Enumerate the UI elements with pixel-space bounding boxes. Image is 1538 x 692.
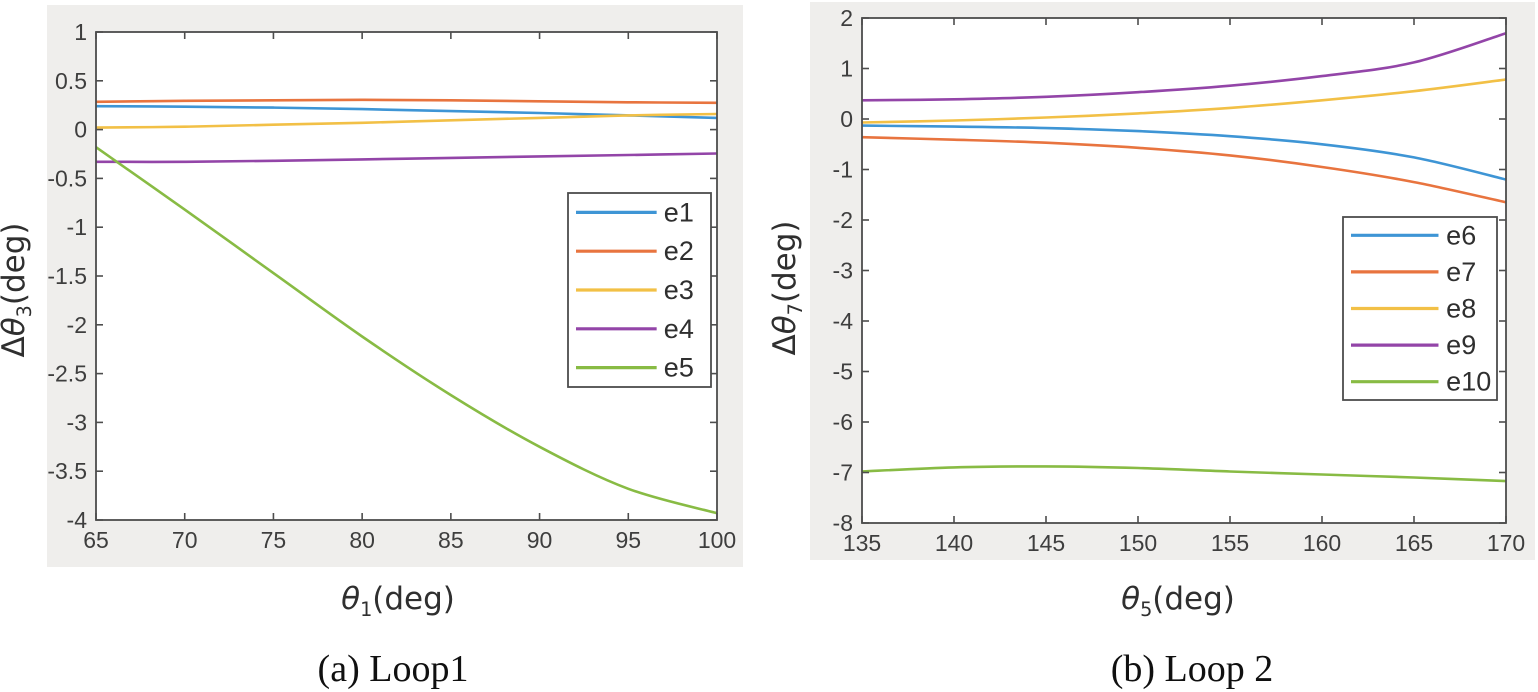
series-line-e6 [862,124,1506,181]
x-tick-label: 85 [438,527,464,553]
x-axis-label-loop1: θ1(deg) [341,580,455,622]
caption-loop2: (b) Loop 2 [1110,648,1274,690]
y-tick-label: -3.5 [47,458,87,484]
chart-svg-loop1: 65 70 75 80 85 90 95 100 -4 -3.5 -3 -2.5 -2 -1.5 -1 -0.… [47,19,736,553]
y-axis-label-loop1: Δθ3(deg) [0,222,36,357]
legend-label-e3: e3 [664,275,694,305]
x-tick-label: 95 [615,527,641,553]
y-tick-label: -1 [67,214,87,240]
subscript: 7 [784,303,808,316]
y-tick-label: 1 [840,56,853,82]
legend-label-e6: e6 [1446,220,1476,250]
series-group [96,98,717,515]
legend-label-e1: e1 [664,197,694,227]
x-axis-label-loop2: θ5(deg) [1121,580,1235,622]
y-tick-label: -2 [67,312,87,338]
y-tick-label: -1.5 [47,263,87,289]
x-tick-label: 155 [1211,530,1249,556]
theta-symbol: θ [341,580,361,617]
series-line-e8 [862,78,1506,124]
x-tick-label: 140 [935,530,973,556]
legend-label-e10: e10 [1446,367,1491,397]
legend-label-e2: e2 [664,236,694,266]
series-group [862,31,1506,483]
x-tick-label: 165 [1395,530,1433,556]
y-tick-label: 1 [74,19,87,45]
x-tick-label: 70 [172,527,198,553]
y-tick-label: -6 [833,409,853,435]
y-tick-label: -4 [67,507,88,533]
x-tick-label: 100 [698,527,736,553]
legend-label-e8: e8 [1446,294,1476,324]
y-tick-label: 0 [840,106,853,132]
y-tick-label: 0 [74,117,87,143]
y-tick-label: -7 [833,460,853,486]
y-tick-label: -2 [833,207,853,233]
y-tick-label: -5 [833,359,853,385]
x-tick-label: 160 [1303,530,1341,556]
legend-label-e4: e4 [664,314,694,344]
series-line-e7 [862,135,1506,204]
subscript: 5 [1140,598,1153,622]
series-line-e4 [96,152,717,164]
y-axis-label-loop2: Δθ7(deg) [766,220,808,356]
series-line-e10 [862,465,1506,483]
y-tick-label: -0.5 [47,165,87,191]
x-tick-label: 65 [83,527,109,553]
y-tick-label: -4 [833,308,854,334]
chart-svg-loop2: 135 140 145 150 155 160 165 170 -8 -7 -6 -5 -4 -3 -2 -1… [833,5,1526,556]
series-line-e9 [862,31,1506,102]
legend-label-e5: e5 [664,353,694,383]
theta-symbol: θ [1121,580,1141,617]
x-tick-label: 75 [261,527,287,553]
legend-label-e7: e7 [1446,257,1476,287]
x-tick-label: 170 [1487,530,1525,556]
y-tick-label: 2 [840,5,853,31]
y-tick-label: 0.5 [55,68,87,94]
x-tick-label: 145 [1027,530,1065,556]
theta-symbol: θ [0,317,32,336]
caption-loop1: (a) Loop1 [317,648,469,690]
y-tick-label: -2.5 [47,361,87,387]
series-line-e2 [96,98,717,105]
x-tick-label: 135 [843,530,881,556]
series-line-e3 [96,112,717,129]
y-tick-label: -8 [833,510,853,536]
theta-symbol: θ [766,315,803,335]
y-tick-label: -3 [67,409,87,435]
subscript: 1 [360,598,373,622]
y-tick-label: -3 [833,258,853,284]
y-tick-label: -1 [833,157,853,183]
chart-panel-loop1: 65 70 75 80 85 90 95 100 -4 -3.5 -3 -2.5 -2 -1.5 -1 -0.… [47,5,743,567]
subscript: 3 [13,305,37,318]
x-tick-label: 90 [527,527,553,553]
x-tick-label: 150 [1119,530,1157,556]
legend-label-e9: e9 [1446,330,1476,360]
chart-panel-loop2: 135 140 145 150 155 160 165 170 -8 -7 -6 -5 -4 -3 -2 -1… [810,2,1535,560]
x-tick-label: 80 [349,527,375,553]
series-line-e5 [96,145,717,515]
